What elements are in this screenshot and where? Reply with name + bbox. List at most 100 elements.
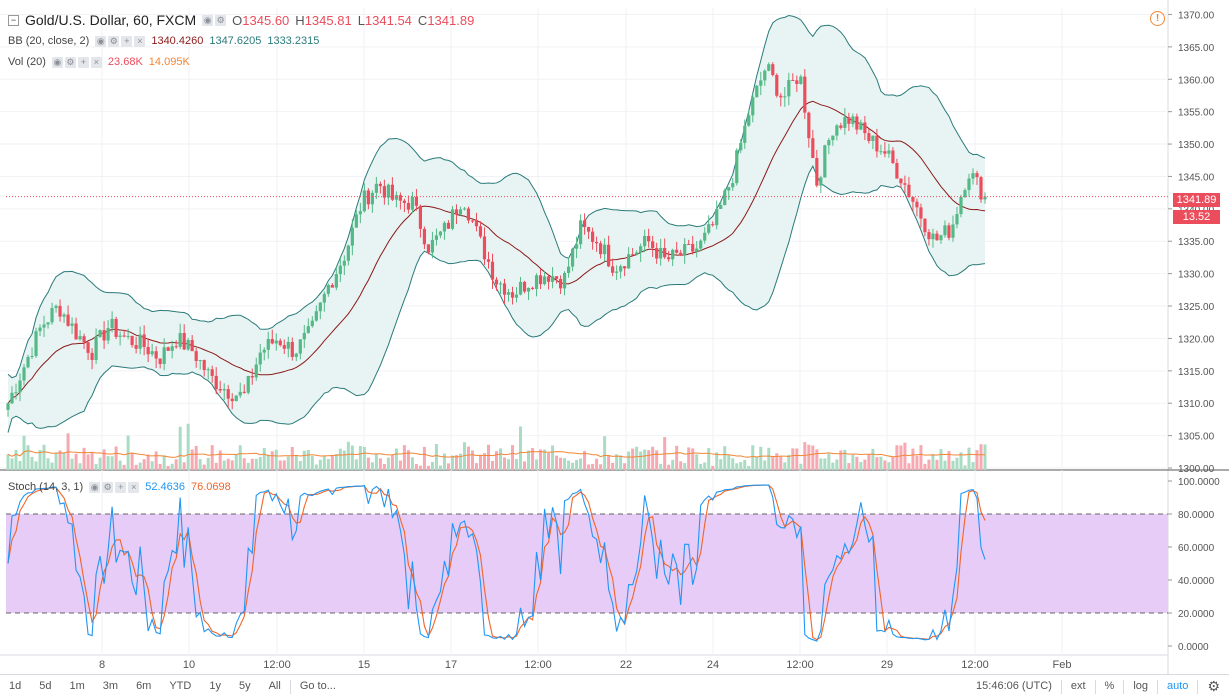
eye-icon[interactable]: ◉ — [95, 35, 107, 47]
volume-bar — [342, 450, 346, 470]
bb-label[interactable]: BB (20, close, 2) — [8, 35, 90, 47]
volume-bar — [366, 457, 370, 470]
candle-body — [927, 232, 931, 240]
stoch-label[interactable]: Stoch (14, 3, 1) — [8, 481, 84, 493]
volume-bar — [951, 460, 955, 470]
volume-bar — [687, 447, 691, 470]
volume-bar — [843, 449, 847, 470]
settings-gear-icon[interactable]: ⚙ — [1207, 678, 1220, 694]
volume-bar — [6, 454, 10, 470]
candle-body — [883, 151, 887, 154]
candle-body — [831, 135, 835, 141]
stoch-k-value: 52.4636 — [145, 481, 185, 493]
volume-bar — [230, 460, 234, 470]
auto-toggle[interactable]: auto — [1167, 680, 1189, 692]
volume-bar — [807, 444, 811, 470]
ext-toggle[interactable]: ext — [1070, 680, 1086, 692]
candle-body — [911, 196, 915, 202]
volume-bar — [478, 454, 482, 470]
volume-bar — [871, 448, 875, 470]
x-tick-label: Feb — [1053, 659, 1072, 671]
candle-body — [755, 85, 759, 98]
volume-bar — [98, 457, 102, 470]
high-label: H — [295, 12, 305, 28]
symbol-controls[interactable]: ◉ ⚙ — [202, 14, 227, 26]
candle-body — [895, 163, 899, 179]
eye-icon[interactable]: ◉ — [89, 481, 101, 493]
range-6m[interactable]: 6m — [136, 680, 152, 692]
add-icon[interactable]: + — [77, 56, 89, 68]
collapse-icon[interactable]: − — [8, 14, 19, 26]
percent-toggle[interactable]: % — [1104, 680, 1115, 692]
candle-body — [326, 285, 330, 294]
candle-body — [58, 305, 62, 317]
add-icon[interactable]: + — [115, 481, 127, 493]
clock-time[interactable]: 15:46:06 (UTC) — [976, 680, 1052, 692]
candle-body — [418, 205, 423, 229]
volume-bar — [38, 450, 42, 470]
range-ytd[interactable]: YTD — [169, 680, 192, 692]
bb-mid-value: 1340.4260 — [151, 35, 204, 47]
volume-bar — [238, 445, 242, 470]
volume-bar — [627, 451, 631, 470]
gear-icon[interactable]: ⚙ — [102, 481, 114, 493]
vol-label[interactable]: Vol (20) — [8, 56, 46, 68]
candle-body — [871, 135, 875, 141]
range-1y[interactable]: 1y — [209, 680, 221, 692]
volume-bar — [527, 450, 531, 470]
volume-bar — [302, 450, 306, 470]
vol-controls[interactable]: ◉ ⚙ + × — [51, 56, 102, 68]
candle-body — [262, 349, 266, 353]
candle-body — [847, 117, 851, 124]
volume-bar — [90, 452, 94, 470]
volume-bar — [46, 458, 50, 470]
candle-body — [566, 266, 571, 274]
close-icon[interactable]: × — [134, 35, 146, 47]
gear-icon[interactable]: ⚙ — [64, 56, 76, 68]
bb-controls[interactable]: ◉ ⚙ + × — [95, 35, 146, 47]
stoch-controls[interactable]: ◉ ⚙ + × — [89, 481, 140, 493]
range-5d[interactable]: 5d — [39, 680, 52, 692]
log-toggle[interactable]: log — [1133, 680, 1149, 692]
volume-bar — [911, 448, 915, 470]
candle-body — [134, 345, 138, 349]
close-icon[interactable]: × — [128, 481, 140, 493]
volume-bar — [178, 426, 182, 470]
candle-body — [82, 336, 86, 343]
gear-icon[interactable]: ⚙ — [108, 35, 120, 47]
eye-icon[interactable]: ◉ — [51, 56, 63, 68]
goto-button[interactable]: Go to... — [299, 680, 336, 692]
x-tick-label: 29 — [881, 659, 893, 671]
eye-icon[interactable]: ◉ — [202, 14, 214, 26]
add-icon[interactable]: + — [121, 35, 133, 47]
gear-icon[interactable]: ⚙ — [215, 14, 227, 26]
volume-bar — [450, 455, 454, 470]
volume-bar — [751, 445, 755, 470]
chart-canvas[interactable]: 8 10 12:00 15 17 12:00 22 24 12:00 29 12:00 Feb 1300… — [0, 0, 1229, 674]
symbol-title[interactable]: Gold/U.S. Dollar, 60, FXCM — [25, 12, 197, 28]
range-all[interactable]: All — [268, 680, 281, 692]
candle-body — [434, 235, 439, 240]
volume-bar — [771, 456, 775, 470]
range-5y[interactable]: 5y — [238, 680, 251, 692]
close-icon[interactable]: × — [90, 56, 102, 68]
candle-body — [811, 138, 815, 159]
volume-bar — [234, 454, 238, 470]
candle-body — [118, 335, 122, 337]
range-1d[interactable]: 1d — [9, 680, 22, 692]
candle-body — [783, 96, 787, 98]
range-3m[interactable]: 3m — [102, 680, 119, 692]
candle-body — [194, 351, 198, 361]
volume-bar — [667, 464, 671, 470]
candle-body — [398, 195, 403, 201]
volume-bar — [875, 457, 879, 470]
candle-body — [362, 190, 366, 212]
candle-body — [502, 283, 507, 295]
candle-body — [923, 218, 927, 233]
volume-bar — [390, 454, 394, 470]
range-1m[interactable]: 1m — [69, 680, 85, 692]
alert-icon[interactable]: ! — [1150, 11, 1165, 26]
candle-body — [70, 323, 74, 326]
candle-body — [482, 236, 487, 260]
